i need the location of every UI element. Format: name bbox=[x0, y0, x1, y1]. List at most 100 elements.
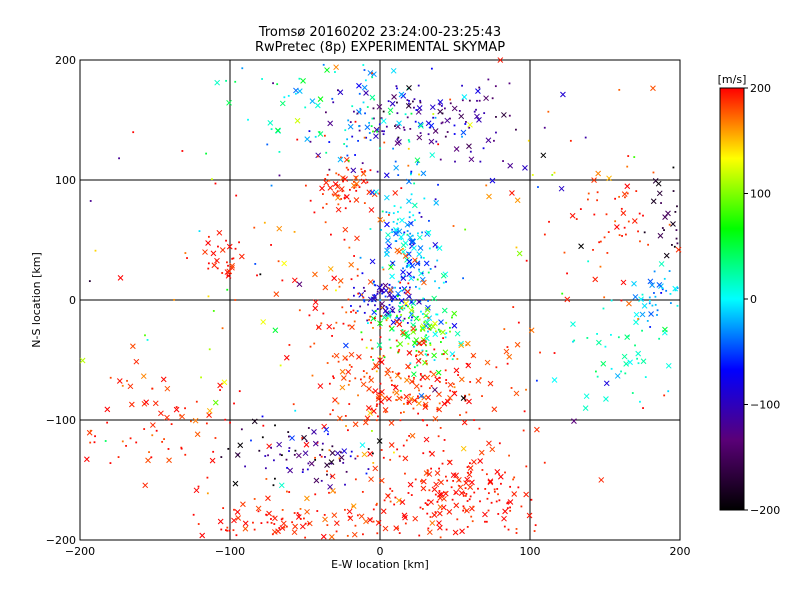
data-point-x bbox=[633, 319, 639, 326]
data-point-x bbox=[117, 275, 124, 281]
data-point-x bbox=[391, 94, 397, 100]
data-point-dot bbox=[354, 457, 357, 460]
data-point-dot bbox=[415, 109, 418, 111]
data-point-x bbox=[272, 327, 279, 334]
data-point-x bbox=[458, 376, 465, 383]
data-point-dot bbox=[364, 170, 366, 172]
data-point-dot bbox=[326, 362, 329, 364]
data-point-dot bbox=[435, 246, 438, 249]
data-point-dot bbox=[407, 251, 410, 254]
data-point-x bbox=[354, 235, 360, 242]
colorbar-label: [m/s] bbox=[718, 73, 747, 86]
data-point-x bbox=[380, 118, 387, 124]
data-point-dot bbox=[415, 349, 418, 352]
data-point-dot bbox=[233, 508, 235, 511]
data-point-dot bbox=[465, 493, 468, 495]
data-point-dot bbox=[376, 292, 379, 295]
data-point-dot bbox=[325, 203, 328, 205]
data-point-dot bbox=[446, 131, 449, 133]
data-point-x bbox=[312, 305, 319, 312]
data-point-dot bbox=[373, 294, 376, 296]
data-point-x bbox=[130, 343, 136, 350]
data-point-x bbox=[402, 455, 409, 462]
data-point-dot bbox=[494, 85, 497, 88]
data-point-x bbox=[367, 451, 373, 457]
data-point-dot bbox=[441, 353, 444, 356]
data-point-dot bbox=[428, 247, 431, 250]
data-point-dot bbox=[362, 64, 365, 66]
data-point-dot bbox=[104, 440, 107, 442]
data-point-x bbox=[365, 405, 372, 411]
data-point-x bbox=[225, 272, 232, 279]
data-point-x bbox=[324, 462, 330, 469]
data-point-x bbox=[464, 507, 470, 514]
data-point-dot bbox=[636, 357, 639, 360]
data-point-dot bbox=[363, 202, 366, 204]
data-point-dot bbox=[527, 139, 530, 142]
data-point-dot bbox=[389, 458, 392, 461]
data-point-dot bbox=[607, 231, 610, 233]
data-point-dot bbox=[425, 334, 428, 337]
data-point-x bbox=[621, 191, 628, 197]
data-point-dot bbox=[410, 112, 413, 115]
data-point-dot bbox=[206, 492, 209, 495]
data-point-dot bbox=[444, 369, 447, 372]
data-point-dot bbox=[232, 529, 235, 532]
data-point-dot bbox=[390, 300, 393, 303]
data-point-dot bbox=[354, 478, 357, 481]
data-point-x bbox=[420, 478, 427, 485]
data-point-dot bbox=[453, 386, 456, 389]
data-point-dot bbox=[453, 133, 456, 135]
data-point-dot bbox=[437, 328, 440, 331]
data-point-dot bbox=[356, 274, 359, 277]
data-point-x bbox=[598, 477, 605, 483]
data-point-dot bbox=[349, 455, 352, 458]
data-point-x bbox=[372, 465, 379, 472]
data-point-dot bbox=[543, 233, 546, 236]
data-point-x bbox=[662, 326, 668, 333]
data-point-dot bbox=[449, 326, 451, 329]
data-point-dot bbox=[434, 116, 437, 119]
data-point-dot bbox=[208, 348, 211, 351]
data-point-dot bbox=[332, 327, 335, 330]
data-point-dot bbox=[381, 130, 384, 133]
data-point-x bbox=[400, 242, 407, 249]
data-point-dot bbox=[515, 528, 518, 530]
data-point-dot bbox=[392, 329, 395, 332]
data-point-dot bbox=[462, 277, 465, 280]
data-point-x bbox=[434, 470, 441, 476]
data-point-x bbox=[338, 186, 345, 192]
data-point-dot bbox=[663, 229, 665, 231]
data-point-dot bbox=[404, 522, 407, 525]
data-point-dot bbox=[337, 203, 340, 206]
x-tick-label: −200 bbox=[65, 545, 95, 558]
data-point-dot bbox=[205, 422, 208, 425]
data-point-dot bbox=[398, 532, 401, 535]
data-point-dot bbox=[363, 69, 366, 71]
data-point-dot bbox=[479, 377, 482, 380]
data-point-dot bbox=[660, 202, 662, 204]
data-point-dot bbox=[161, 440, 164, 443]
data-point-dot bbox=[539, 351, 541, 354]
data-point-x bbox=[640, 358, 647, 365]
data-point-x bbox=[382, 282, 389, 289]
data-point-x bbox=[221, 379, 228, 386]
data-point-dot bbox=[507, 501, 509, 504]
data-point-dot bbox=[443, 439, 446, 441]
data-point-dot bbox=[603, 296, 606, 299]
data-point-dot bbox=[468, 126, 471, 129]
data-point-dot bbox=[425, 354, 428, 357]
x-axis-label: E-W location [km] bbox=[331, 558, 429, 571]
data-point-dot bbox=[328, 141, 331, 143]
data-point-x bbox=[411, 202, 418, 209]
data-point-dot bbox=[376, 308, 379, 310]
data-point-x bbox=[441, 400, 448, 407]
data-point-dot bbox=[361, 171, 364, 173]
data-point-dot bbox=[420, 385, 423, 388]
data-point-dot bbox=[408, 435, 411, 437]
data-point-dot bbox=[374, 304, 376, 307]
data-point-x bbox=[451, 390, 458, 397]
data-point-dot bbox=[371, 76, 374, 79]
data-point-dot bbox=[464, 495, 467, 497]
data-point-dot bbox=[421, 507, 424, 510]
